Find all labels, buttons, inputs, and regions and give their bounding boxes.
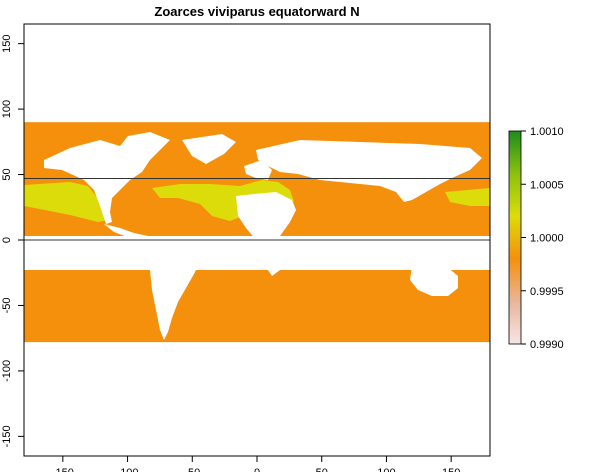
x-tick-label: 50 (316, 467, 328, 472)
y-axis: 150 100 50 0 -50 -100 -150 (1, 34, 24, 447)
x-tick-label: -50 (184, 467, 200, 472)
x-tick-label: -150 (52, 467, 74, 472)
x-tick-label: 150 (442, 467, 460, 472)
africa-south-land (256, 240, 290, 276)
south-america-land (148, 240, 200, 340)
y-tick-label: 150 (1, 34, 13, 52)
legend-scale: 1.0010 1.0005 1.0000 0.9995 0.9990 (521, 126, 564, 351)
legend-color-bar (508, 130, 522, 345)
y-tick-label: -100 (1, 360, 13, 382)
legend-tick-label: 1.0010 (530, 126, 564, 138)
legend-tick-label: 1.0005 (530, 179, 564, 191)
legend-tick-label: 0.9995 (530, 286, 564, 298)
map-plot-area (24, 122, 490, 343)
x-tick-label: 0 (254, 467, 260, 472)
legend-tick-label: 0.9990 (530, 339, 564, 351)
north-pacific-yellow-patch (24, 182, 110, 222)
legend-tick-label: 1.0000 (530, 233, 564, 245)
x-axis: -150 -100 -50 0 50 100 150 (52, 455, 460, 472)
north-pacific-east-yellow-patch (445, 188, 490, 206)
central-america-land (104, 224, 148, 240)
y-tick-label: -150 (1, 425, 13, 447)
y-tick-label: 0 (1, 237, 13, 243)
y-tick-label: -50 (1, 298, 13, 314)
greenland-land (182, 134, 236, 164)
y-tick-label: 100 (1, 100, 13, 118)
x-tick-label: 100 (377, 467, 395, 472)
north-atlantic-yellow-patch (152, 180, 294, 221)
y-tick-label: 50 (1, 168, 13, 180)
australia-land (410, 262, 458, 296)
eurasia-land (256, 140, 482, 202)
africa-land (236, 192, 296, 240)
europe-land (244, 160, 272, 180)
x-tick-label: -100 (117, 467, 139, 472)
map-title: Zoarces viviparus equatorward N (154, 4, 360, 19)
